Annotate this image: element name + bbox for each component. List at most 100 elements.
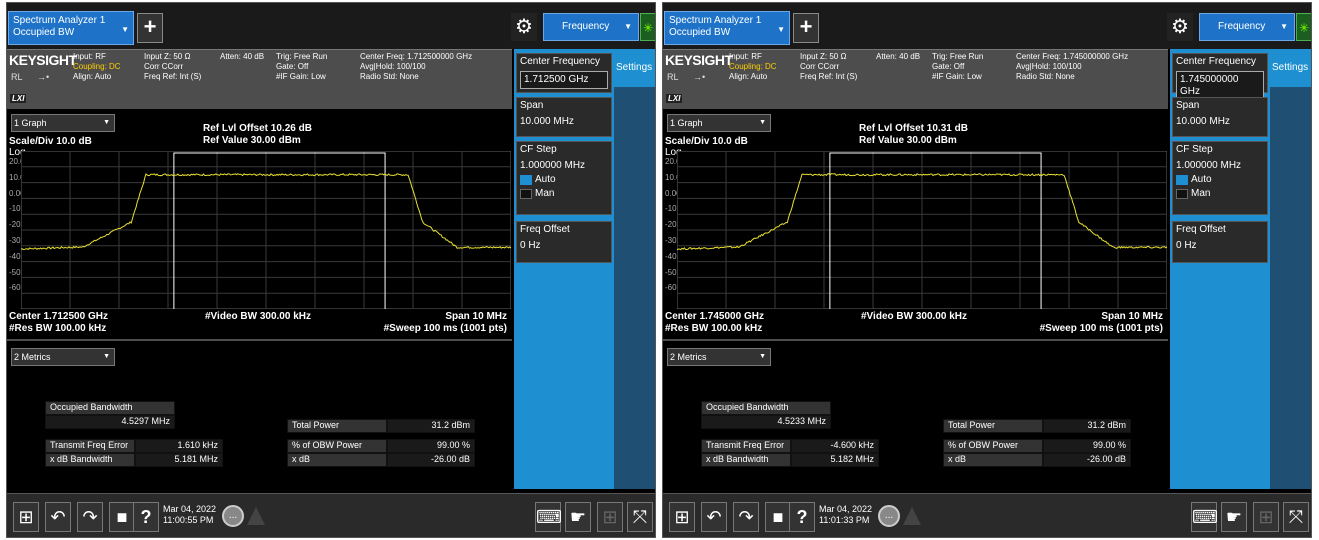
menu-selector[interactable]: Frequency ▼ [543,13,639,41]
settings-tab[interactable]: Settings [614,49,655,87]
info-trigger-col: Trig: Free Run Gate: Off #IF Gain: Low [276,52,327,82]
metrics-selector[interactable]: 2 Metrics ▼ [11,348,115,366]
touch-icon[interactable]: ☛ [1221,502,1247,532]
date-time: Mar 04, 2022 11:00:55 PM [163,504,216,526]
info-line: Coupling: DC [729,62,777,71]
fullscreen-icon[interactable]: ⤧ [627,502,653,532]
freq-offset-softkey[interactable]: Freq Offset 0 Hz [1172,221,1268,263]
fullscreen-icon[interactable]: ⤧ [1283,502,1309,532]
obw-pct-value: 99.00 % [387,439,475,453]
undo-icon[interactable]: ↶ [701,502,727,532]
softkey-panel: Settings Center Frequency 1.712500 GHz S… [514,49,655,489]
span-softkey[interactable]: Span 10.000 MHz [516,97,612,137]
cf-step-softkey[interactable]: CF Step 1.000000 MHz Auto Man [516,141,612,215]
span-sweep-readout: Span 10 MHz #Sweep 100 ms (1001 pts) [384,311,507,335]
keyboard-icon[interactable]: ⌨ [1191,502,1218,532]
keyboard-icon[interactable]: ⌨ [535,502,562,532]
radio-on-indicator [520,175,532,185]
y-tick-label: 0.00 [665,188,681,198]
res-bw: #Res BW 100.00 kHz [665,323,763,334]
add-tab-button[interactable]: + [137,13,163,43]
gear-icon[interactable]: ⚙ [1167,13,1193,41]
taskbar: ⊞ ↶ ↷ ■ ? Mar 04, 2022 11:01:33 PM ... ⌨… [663,493,1311,537]
center-frequency-softkey[interactable]: Center Frequency 1.745000000 GHz [1172,53,1268,101]
measurement-tab[interactable]: Spectrum Analyzer 1 Occupied BW ▼ [8,11,134,45]
settings-info-bar[interactable]: KEYSIGHT RL →• LXI Input: RF Coupling: DC… [7,49,512,109]
radio-off-indicator [520,189,532,199]
undo-icon[interactable]: ↶ [45,502,71,532]
obw-value: 4.5233 MHz [701,415,831,429]
log-label: Log [665,147,682,158]
menu-selector[interactable]: Frequency ▼ [1199,13,1295,41]
file-icon[interactable]: ■ [765,502,791,532]
input-arrow-icon: →• [37,72,50,82]
gear-icon[interactable]: ⚙ [511,13,537,41]
add-tab-button[interactable]: + [793,13,819,43]
cf-step-man-option[interactable]: Man [520,188,608,200]
center-frequency-label: Center Frequency [1176,56,1257,67]
chevron-down-icon: ▼ [103,353,110,360]
measurement-tab[interactable]: Spectrum Analyzer 1 Occupied BW ▼ [664,11,790,45]
info-input-col: Input: RF Coupling: DC Align: Auto [729,52,777,82]
chevron-down-icon: ▼ [624,22,632,31]
tab-title: Spectrum Analyzer 1 [669,15,762,26]
cf-step-auto-option[interactable]: Auto [520,174,608,186]
spectrum-trace-plot[interactable] [21,151,511,309]
graph-selector[interactable]: 1 Graph ▼ [11,114,115,132]
y-tick-label: -30.0 [665,236,684,245]
graph-header: 1 Graph ▼ Ref Lvl Offset 10.31 dB Ref Va… [663,109,1168,146]
help-icon[interactable]: ? [133,502,159,532]
settings-tab[interactable]: Settings [1270,49,1311,87]
file-icon[interactable]: ■ [109,502,135,532]
tab-subtitle: Occupied BW [13,27,75,38]
info-input-col: Input: RF Coupling: DC Align: Auto [73,52,121,82]
center-freq-readout: Center 1.712500 GHz #Res BW 100.00 kHz [9,311,108,335]
y-tick-label: 20.0 [9,157,25,166]
span-softkey[interactable]: Span 10.000 MHz [1172,97,1268,137]
help-icon[interactable]: ? [789,502,815,532]
span-readout: Span 10 MHz [445,311,507,322]
warning-triangle-icon [903,507,921,525]
info-line: Freq Ref: Int (S) [144,72,202,81]
window-layout-icon[interactable]: ⊞ [1253,502,1279,532]
analyzer-screen: Spectrum Analyzer 1 Occupied BW ▼ + ⚙ Fr… [6,2,656,538]
graph-selector-label: 1 Graph [670,118,703,128]
graph-selector[interactable]: 1 Graph ▼ [667,114,771,132]
spectrum-trace-plot[interactable] [677,151,1167,309]
redo-icon[interactable]: ↷ [77,502,103,532]
cf-step-value: 1.000000 MHz [1176,160,1242,171]
freq-offset-softkey[interactable]: Freq Offset 0 Hz [516,221,612,263]
center-frequency-input[interactable]: 1.712500 GHz [520,71,608,89]
metrics-selector-label: 2 Metrics [670,352,707,362]
metrics-selector[interactable]: 2 Metrics ▼ [667,348,771,366]
y-tick-label: -10.0 [9,204,28,214]
info-line: Input: RF [73,52,106,61]
center-frequency-label: Center Frequency [520,56,601,67]
freq-offset-value: 0 Hz [1176,240,1197,251]
windows-icon[interactable]: ⊞ [669,502,695,532]
xdb-bw-value: 5.182 MHz [791,453,879,467]
span-sweep-readout: Span 10 MHz #Sweep 100 ms (1001 pts) [1040,311,1163,335]
info-center-col: Center Freq: 1.712500000 GHz Avg|Hold: 10… [360,52,472,82]
center-frequency-softkey[interactable]: Center Frequency 1.712500 GHz [516,53,612,93]
y-tick-label: -50.0 [9,267,28,277]
cf-step-man-option[interactable]: Man [1176,188,1264,200]
window-layout-icon[interactable]: ⊞ [597,502,623,532]
more-dots-icon[interactable]: ... [878,505,900,527]
xdb-bw-label: x dB Bandwidth [701,453,791,467]
cf-step-softkey[interactable]: CF Step 1.000000 MHz Auto Man [1172,141,1268,215]
info-line: Freq Ref: Int (S) [800,72,858,81]
tab-bar: Spectrum Analyzer 1 Occupied BW ▼ + ⚙ Fr… [663,3,1311,49]
touch-icon[interactable]: ☛ [565,502,591,532]
redo-icon[interactable]: ↷ [733,502,759,532]
cf-step-auto-option[interactable]: Auto [1176,174,1264,186]
center-frequency-input[interactable]: 1.745000000 GHz [1176,71,1264,101]
settings-info-bar[interactable]: KEYSIGHT RL →• LXI Input: RF Coupling: DC… [663,49,1168,109]
info-line: Input Z: 50 Ω [800,52,847,61]
info-line: #IF Gain: Low [932,72,982,81]
xdb-value: -26.00 dB [387,453,475,467]
man-label: Man [535,188,555,199]
more-dots-icon[interactable]: ... [222,505,244,527]
info-line: Gate: Off [276,62,309,71]
windows-icon[interactable]: ⊞ [13,502,39,532]
